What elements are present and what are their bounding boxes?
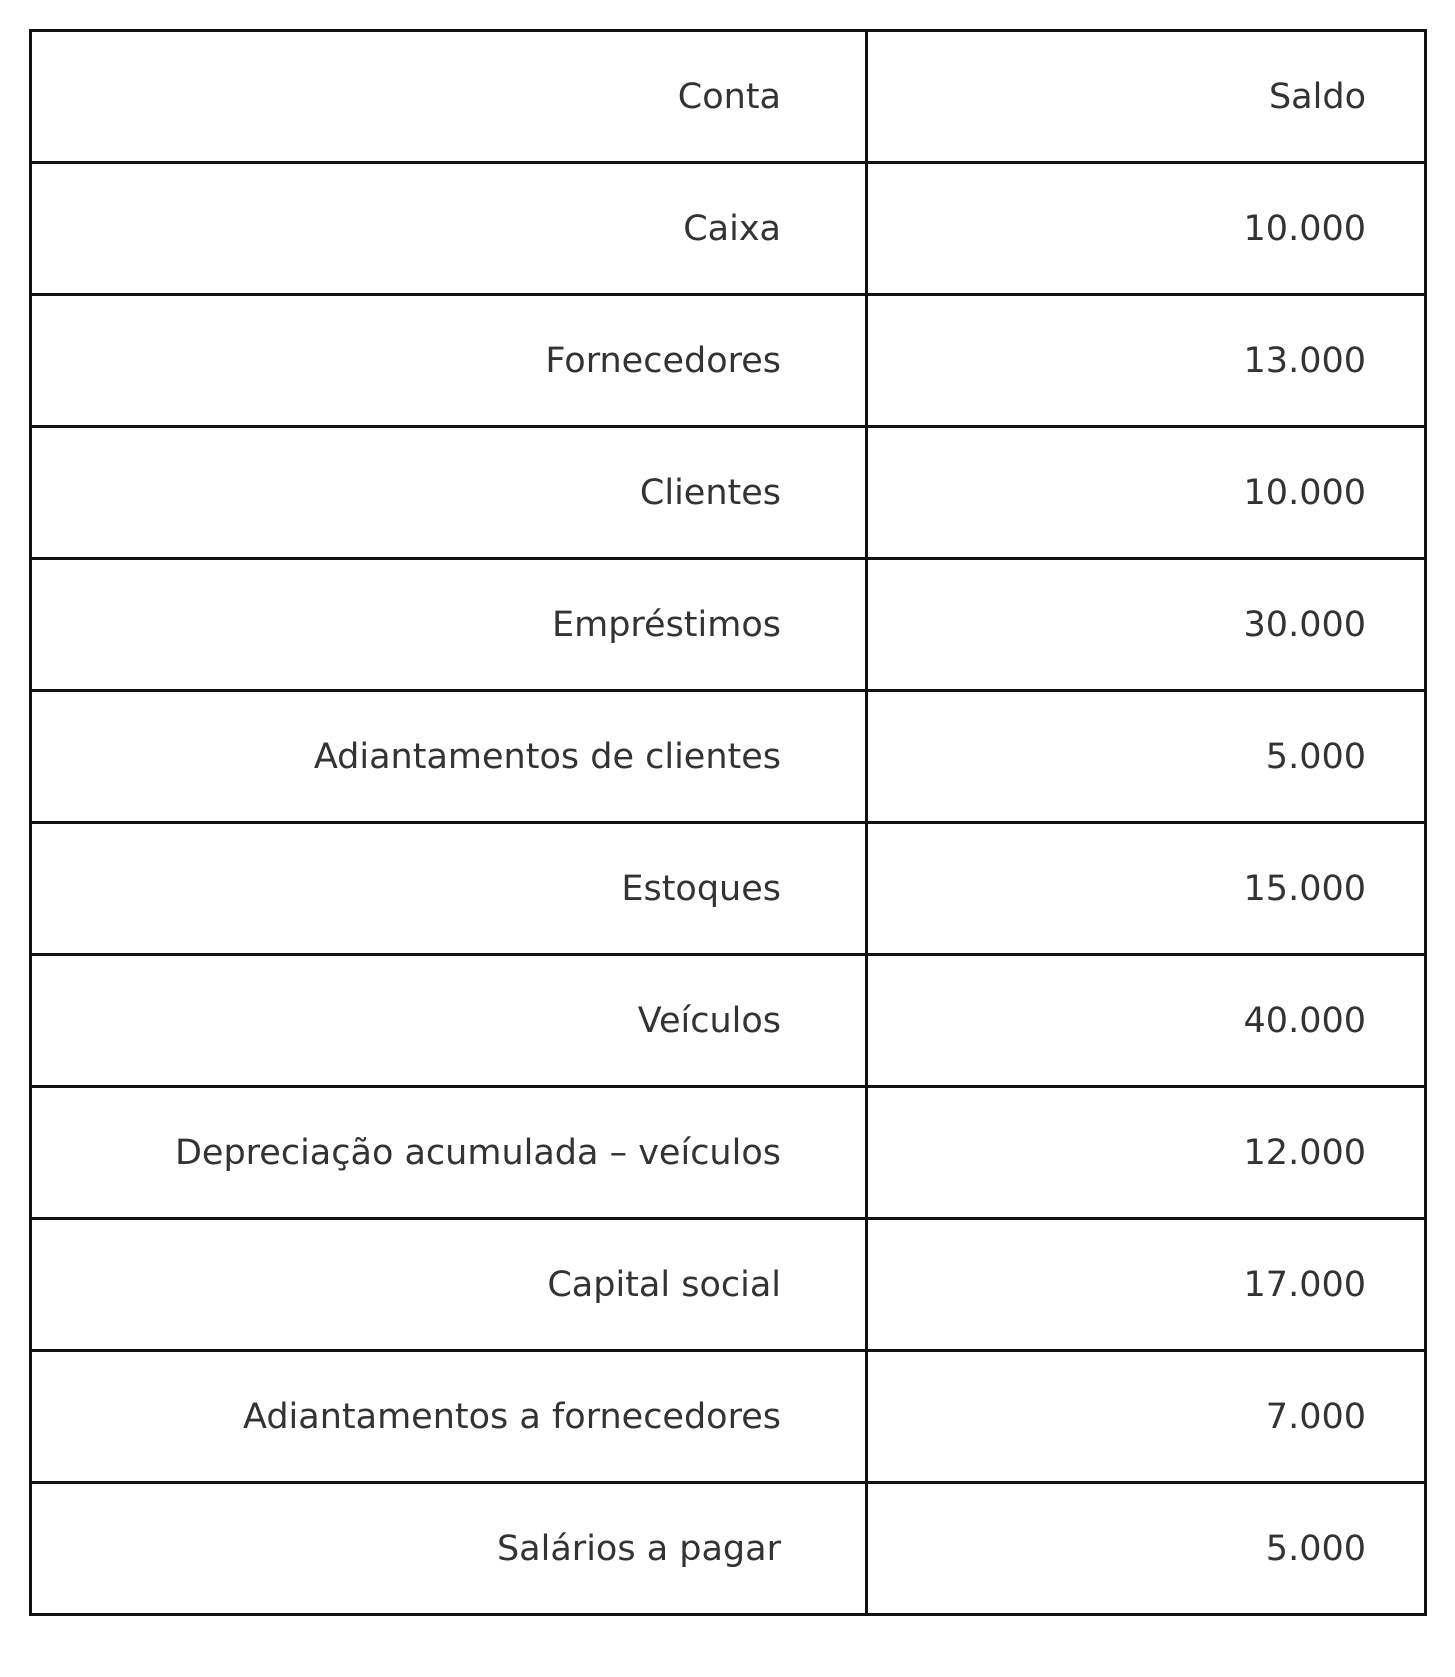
balance-cell: 10.000: [865, 161, 1427, 296]
table-row: Empréstimos 30.000: [29, 557, 1427, 692]
header-saldo: Saldo: [865, 29, 1427, 164]
table-row: Salários a pagar 5.000: [29, 1481, 1427, 1616]
table-row: Adiantamentos de clientes 5.000: [29, 689, 1427, 824]
header-conta: Conta: [29, 29, 868, 164]
balance-cell: 7.000: [865, 1349, 1427, 1484]
account-name-cell: Veículos: [29, 953, 868, 1088]
header-row: Conta Saldo: [29, 29, 1427, 164]
balance-cell: 40.000: [865, 953, 1427, 1088]
account-name-cell: Fornecedores: [29, 293, 868, 428]
table-row: Veículos 40.000: [29, 953, 1427, 1088]
account-name-cell: Capital social: [29, 1217, 868, 1352]
account-name-cell: Adiantamentos a fornecedores: [29, 1349, 868, 1484]
table-row: Depreciação acumulada – veículos 12.000: [29, 1085, 1427, 1220]
accounts-table: Conta Saldo Caixa 10.000 Fornecedores 13.00…: [29, 29, 1427, 1616]
table-row: Clientes 10.000: [29, 425, 1427, 560]
account-name-cell: Depreciação acumulada – veículos: [29, 1085, 868, 1220]
table-row: Estoques 15.000: [29, 821, 1427, 956]
account-name-cell: Clientes: [29, 425, 868, 560]
balance-cell: 10.000: [865, 425, 1427, 560]
balance-cell: 30.000: [865, 557, 1427, 692]
table-row: Fornecedores 13.000: [29, 293, 1427, 428]
account-name-cell: Adiantamentos de clientes: [29, 689, 868, 824]
balance-cell: 12.000: [865, 1085, 1427, 1220]
balance-cell: 17.000: [865, 1217, 1427, 1352]
account-name-cell: Empréstimos: [29, 557, 868, 692]
balance-cell: 5.000: [865, 1481, 1427, 1616]
balance-cell: 15.000: [865, 821, 1427, 956]
balance-cell: 13.000: [865, 293, 1427, 428]
account-name-cell: Salários a pagar: [29, 1481, 868, 1616]
account-name-cell: Caixa: [29, 161, 868, 296]
balance-cell: 5.000: [865, 689, 1427, 824]
table-row: Adiantamentos a fornecedores 7.000: [29, 1349, 1427, 1484]
table-row: Capital social 17.000: [29, 1217, 1427, 1352]
account-name-cell: Estoques: [29, 821, 868, 956]
table-row: Caixa 10.000: [29, 161, 1427, 296]
